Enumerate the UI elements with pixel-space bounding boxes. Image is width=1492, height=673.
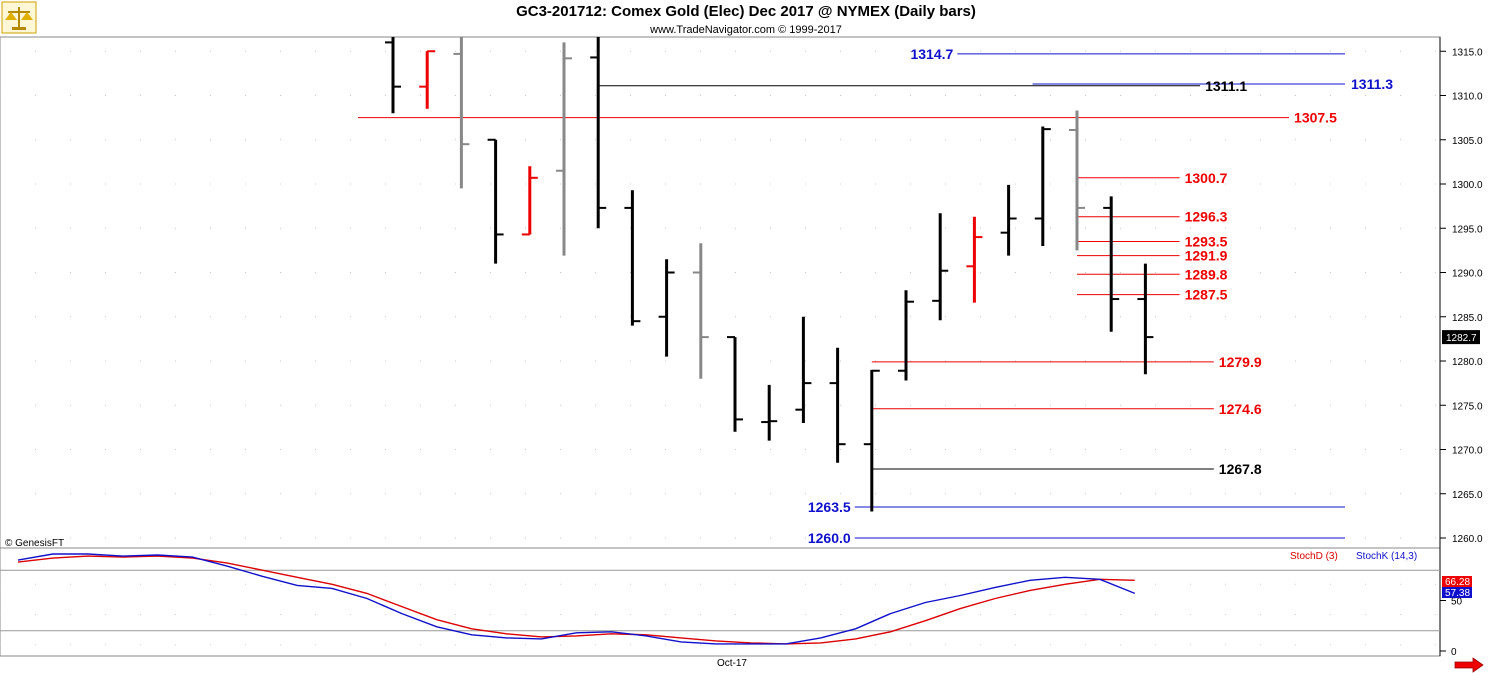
stoch-value-label: 66.28 (1445, 577, 1470, 588)
ohlc-bar (385, 37, 401, 114)
ohlc-bar (966, 216, 983, 303)
level-label: 1311.3 (1351, 76, 1393, 92)
ohlc-bar (932, 213, 949, 321)
ohlc-bar (590, 37, 607, 229)
y-tick-label: 1295.0 (1452, 224, 1483, 235)
ohlc-bar (727, 336, 743, 432)
ohlc-bar (658, 259, 675, 357)
y-tick-label: 1305.0 (1452, 136, 1483, 147)
stoch-line-k (17, 553, 1136, 645)
y-tick-label: 1270.0 (1452, 446, 1483, 457)
y-tick-label: 1310.0 (1452, 92, 1483, 103)
level-label: 1300.7 (1185, 170, 1228, 186)
level-label: 1287.5 (1185, 287, 1228, 303)
ohlc-bar (795, 316, 812, 423)
ohlc-bar (419, 50, 436, 109)
ohlc-bar (898, 290, 914, 381)
stoch-legend-label: StochD (3) (1290, 551, 1338, 562)
ohlc-bar (556, 42, 572, 256)
stoch-legend-label: StochK (14,3) (1356, 551, 1417, 562)
stoch-value-tag (1442, 576, 1472, 587)
level-label: 1263.5 (808, 499, 851, 515)
x-axis-month-label: Oct-17 (717, 658, 747, 669)
y-tick-label: 1260.0 (1452, 534, 1483, 545)
ohlc-bar (1103, 196, 1120, 332)
ohlc-bar (829, 347, 846, 463)
ohlc-bar (487, 138, 504, 264)
watermark: © GenesisFT (5, 538, 64, 549)
ohlc-bar (1069, 110, 1085, 251)
level-label: 1296.3 (1185, 209, 1228, 225)
ohlc-bar (521, 166, 538, 236)
level-label: 1267.8 (1219, 461, 1262, 477)
stoch-y-tick-label: 0 (1451, 647, 1457, 658)
y-tick-label: 1280.0 (1452, 357, 1483, 368)
ohlc-bar (624, 190, 641, 326)
level-label: 1289.8 (1185, 266, 1228, 282)
ohlc-bar (692, 243, 709, 379)
y-tick-label: 1285.0 (1452, 313, 1483, 324)
ohlc-bar (1137, 263, 1154, 375)
ohlc-bar (453, 37, 470, 189)
y-tick-label: 1315.0 (1452, 47, 1483, 58)
ohlc-bar (1000, 184, 1017, 256)
y-tick-label: 1275.0 (1452, 401, 1483, 412)
level-label: 1307.5 (1294, 110, 1337, 126)
level-label: 1311.1 (1205, 78, 1247, 94)
chart-title: GC3-201712: Comex Gold (Elec) Dec 2017 @… (516, 3, 976, 20)
level-label: 1293.5 (1185, 234, 1228, 250)
stochastic-panel (0, 547, 1441, 657)
stoch-y-tick-label: 50 (1451, 597, 1463, 608)
level-label: 1274.6 (1219, 401, 1262, 417)
chart-subtitle: www.TradeNavigator.com © 1999-2017 (649, 24, 842, 36)
y-tick-label: 1300.0 (1452, 180, 1483, 191)
right-arrow-icon[interactable] (1454, 657, 1484, 673)
last-price-label: 1282.7 (1446, 333, 1477, 344)
level-label: 1291.9 (1185, 248, 1228, 264)
gold-scale-icon (1, 1, 37, 34)
stoch-value-tag (1442, 587, 1472, 598)
y-tick-label: 1265.0 (1452, 490, 1483, 501)
level-label: 1314.7 (910, 46, 953, 62)
ohlc-bar (1034, 126, 1051, 246)
last-price-tag (1442, 330, 1480, 345)
stoch-value-label: 57.38 (1445, 588, 1470, 599)
level-label: 1279.9 (1219, 354, 1262, 370)
level-label: 1260.0 (808, 530, 851, 546)
y-tick-label: 1290.0 (1452, 269, 1483, 280)
ohlc-bar (863, 369, 880, 512)
ohlc-bar (761, 384, 778, 441)
